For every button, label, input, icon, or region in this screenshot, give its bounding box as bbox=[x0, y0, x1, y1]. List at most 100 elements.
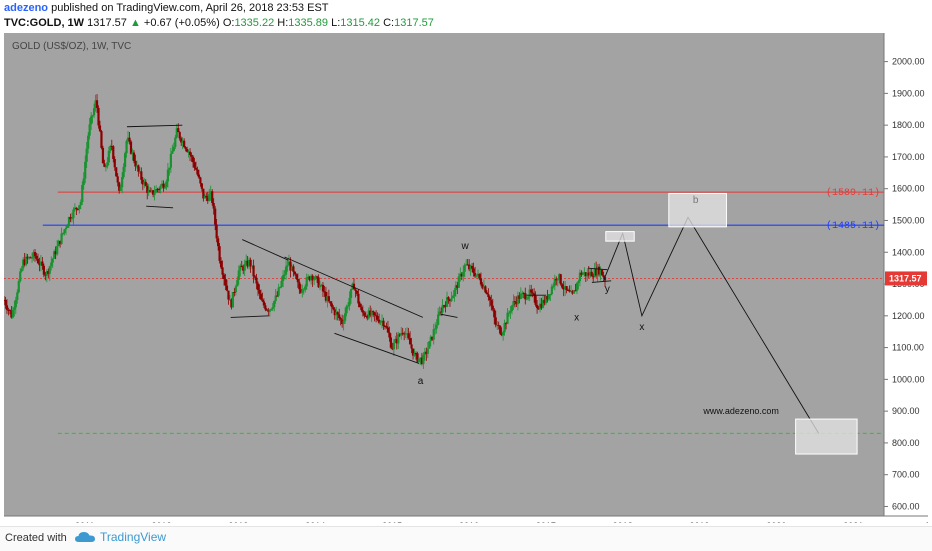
candle-body bbox=[317, 277, 320, 288]
candle-body bbox=[153, 192, 156, 195]
candle-body bbox=[423, 351, 426, 355]
candle-body bbox=[156, 189, 159, 191]
candle-body bbox=[112, 146, 115, 160]
candle-body bbox=[305, 277, 308, 287]
tradingview-brand: TradingView bbox=[100, 530, 167, 544]
candle-body bbox=[29, 257, 32, 259]
candle-body bbox=[406, 333, 409, 335]
candle-body bbox=[168, 167, 171, 170]
candle-body bbox=[218, 246, 221, 261]
x-tick-label: 2013 bbox=[228, 521, 248, 523]
published-text: published on TradingView.com, April 26, … bbox=[51, 2, 329, 14]
candle-body bbox=[75, 207, 78, 209]
candle-body bbox=[403, 333, 406, 335]
candle-body bbox=[119, 187, 122, 191]
candle-body bbox=[280, 281, 283, 287]
candle-body bbox=[22, 259, 25, 269]
candle-body bbox=[90, 116, 93, 125]
candle-body bbox=[224, 278, 227, 286]
candle-body bbox=[42, 265, 45, 275]
candle-body bbox=[550, 286, 553, 295]
candle-body bbox=[225, 285, 229, 291]
candle-body bbox=[370, 311, 373, 316]
candle-body bbox=[568, 290, 571, 292]
candle-body bbox=[237, 270, 240, 280]
author-link[interactable]: adezeno bbox=[4, 2, 49, 14]
candle-body bbox=[81, 184, 84, 203]
candle-body bbox=[258, 290, 261, 294]
trendline bbox=[588, 267, 608, 271]
candle-body bbox=[211, 191, 214, 203]
chart-area[interactable]: GOLD (US$/OZ), 1W, TVC (1589.11) (1485.11… bbox=[4, 33, 928, 523]
candle-body bbox=[107, 150, 110, 163]
candle-body bbox=[10, 310, 13, 318]
candle-body bbox=[212, 202, 215, 209]
candle-body bbox=[103, 163, 106, 167]
candle-body bbox=[553, 278, 556, 286]
candle-body bbox=[499, 325, 502, 334]
candle-body bbox=[509, 311, 512, 313]
candle-body bbox=[302, 289, 305, 291]
candle-body bbox=[487, 294, 490, 298]
candle-body bbox=[286, 265, 289, 267]
candle-body bbox=[73, 207, 76, 210]
candle-body bbox=[332, 307, 335, 310]
candle-body bbox=[463, 264, 466, 272]
candle-body bbox=[51, 258, 54, 263]
candle-body bbox=[186, 149, 189, 152]
candle-body bbox=[321, 284, 325, 292]
tradingview-logo[interactable]: TradingView bbox=[74, 530, 166, 544]
watermark-text: www.adezeno.com bbox=[702, 406, 779, 416]
publish-line: adezeno published on TradingView.com, Ap… bbox=[4, 2, 329, 14]
candle-body bbox=[79, 202, 82, 206]
candle-body bbox=[274, 295, 277, 301]
candle-body bbox=[534, 295, 537, 305]
candle-body bbox=[243, 263, 246, 271]
candle-body bbox=[525, 298, 528, 300]
candle-body bbox=[240, 265, 243, 268]
candle-body bbox=[460, 273, 463, 277]
projection-path bbox=[603, 216, 820, 434]
candle-body bbox=[318, 285, 322, 288]
candle-body bbox=[146, 185, 149, 193]
candle-body bbox=[54, 251, 57, 255]
candle-body bbox=[284, 266, 288, 275]
candle-body bbox=[184, 147, 187, 150]
candle-body bbox=[428, 341, 431, 349]
symbol-label: TVC:GOLD, 1W bbox=[4, 17, 85, 29]
candle-body bbox=[392, 342, 395, 350]
x-tick-label: 2016 bbox=[459, 521, 479, 523]
candle-body bbox=[129, 141, 133, 154]
candle-body bbox=[116, 176, 119, 183]
y-tick-label: 900.00 bbox=[892, 406, 920, 416]
candle-body bbox=[335, 312, 338, 316]
candle-body bbox=[471, 265, 474, 269]
candle-body bbox=[249, 259, 252, 267]
candle-body bbox=[256, 283, 260, 291]
candle-body bbox=[506, 312, 509, 324]
candle-body bbox=[296, 279, 299, 283]
candle-body bbox=[586, 272, 589, 277]
candle-body bbox=[41, 261, 44, 266]
candle-body bbox=[301, 290, 304, 293]
candle-body bbox=[566, 289, 570, 291]
candle-body bbox=[512, 301, 515, 306]
candle-body bbox=[239, 265, 242, 271]
candle-body bbox=[174, 137, 177, 147]
candle-body bbox=[113, 159, 116, 168]
candle-body bbox=[537, 307, 540, 310]
candle-body bbox=[500, 333, 503, 336]
candle-body bbox=[163, 187, 167, 189]
up-arrow-icon: ▲ bbox=[129, 17, 141, 29]
candle-body bbox=[422, 354, 425, 364]
last-price-tag-label: 1317.57 bbox=[889, 273, 922, 283]
candle-body bbox=[383, 326, 387, 328]
candle-body bbox=[143, 181, 146, 185]
created-with-label: Created with bbox=[5, 532, 67, 544]
candle-body bbox=[23, 259, 26, 265]
candle-body bbox=[481, 284, 484, 289]
candle-body bbox=[160, 183, 164, 186]
candle-body bbox=[482, 286, 486, 289]
candle-body bbox=[215, 224, 218, 239]
candle-body bbox=[432, 329, 435, 340]
